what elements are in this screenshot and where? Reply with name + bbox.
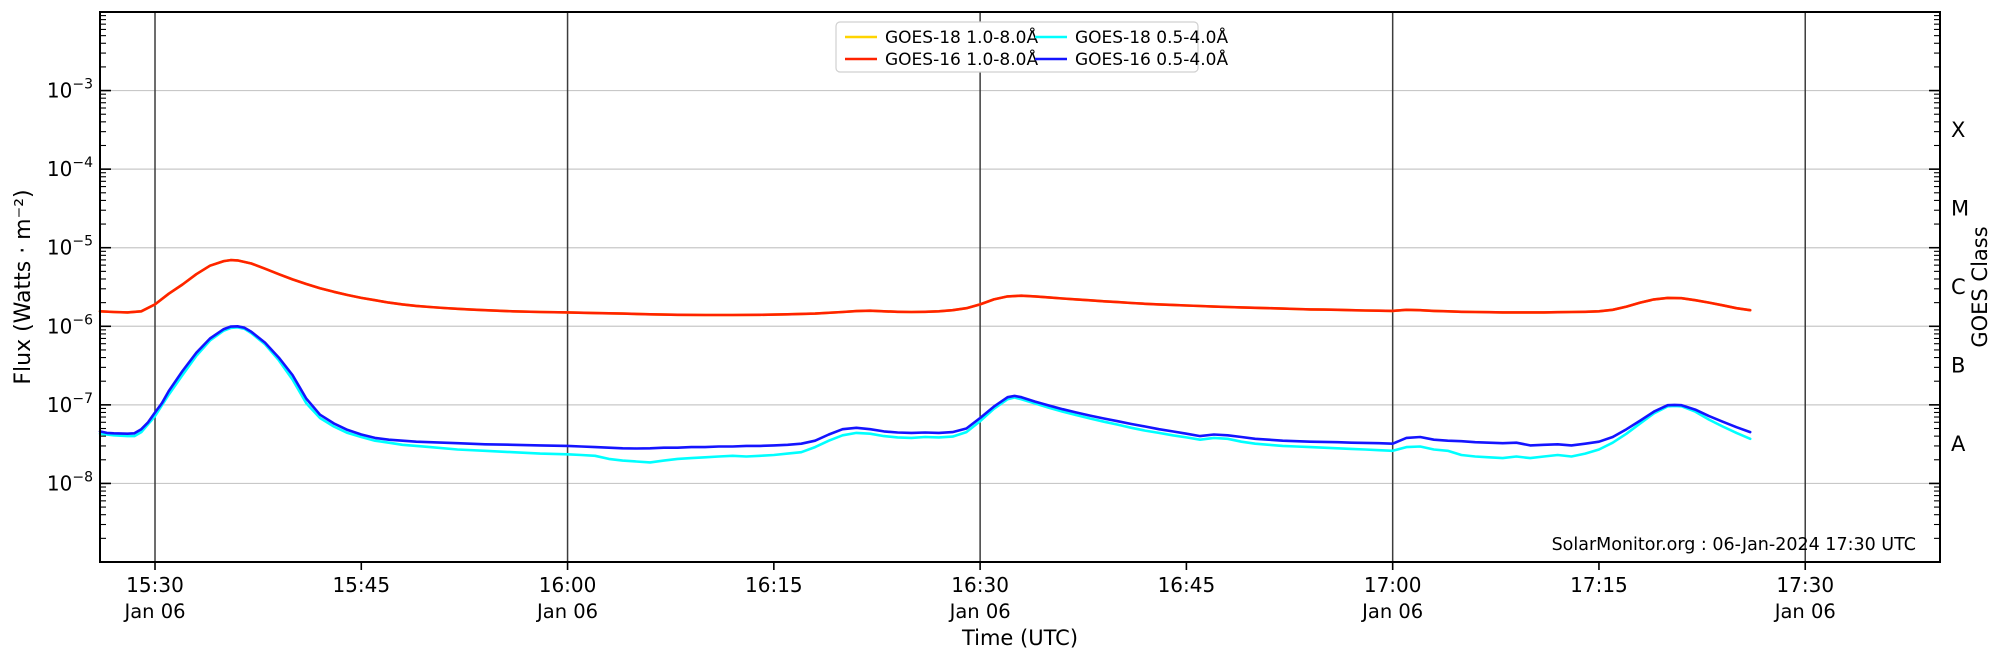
- x-tick-label: 17:30: [1776, 573, 1834, 597]
- legend-box: [835, 21, 1199, 73]
- grid-layer: [100, 89, 1940, 485]
- y-axis-label: Flux (Watts · m⁻²): [11, 189, 36, 384]
- x-tick-date-label: Jan 06: [1773, 600, 1836, 623]
- x-tick-label: 16:45: [1158, 573, 1216, 597]
- series-curve-goes18-long: [98, 258, 1752, 317]
- plot-frame: [99, 11, 1941, 563]
- y-tick-label: 10−4: [47, 155, 93, 181]
- legend-item-label: GOES-16 1.0-8.0Å: [885, 48, 1038, 70]
- legend-item-label: GOES-18 0.5-4.0Å: [1075, 26, 1228, 48]
- y-tick-label: 10−3: [47, 77, 93, 103]
- goes-class-letter: X: [1951, 118, 1965, 142]
- x-tick-label: 15:45: [332, 573, 390, 597]
- legend-item-label: GOES-16 0.5-4.0Å: [1075, 48, 1228, 70]
- y-tick-label: 10−7: [47, 391, 93, 417]
- y-tick-label: 10−5: [47, 234, 93, 260]
- x-tick-label: 15:30: [126, 573, 184, 597]
- series-layer: [98, 258, 1752, 464]
- x-tick-label: 16:15: [745, 573, 803, 597]
- tick-labels-layer: 15:30 Jan 06 15:45 16:00 Jan 06 16:15 16:30 Jan…: [47, 77, 1969, 623]
- ticks-layer: [100, 11, 1940, 570]
- x-tick-label: 16:00: [539, 573, 597, 597]
- x-axis-label: Time (UTC): [961, 626, 1078, 650]
- goes-class-letter: B: [1951, 354, 1965, 378]
- goes-class-letter: A: [1951, 432, 1966, 456]
- y-tick-label: 10−8: [47, 469, 93, 495]
- x-tick-label: 17:00: [1364, 573, 1422, 597]
- legend-item-label: GOES-18 1.0-8.0Å: [885, 26, 1038, 48]
- goes-class-letter: M: [1951, 196, 1969, 220]
- attribution-text: SolarMonitor.org : 06-Jan-2024 17:30 UTC: [1552, 535, 1916, 555]
- x-tick-label: 16:30: [951, 573, 1009, 597]
- series-curve-goes16-short: [98, 325, 1752, 450]
- series-curve-goes18-short: [98, 326, 1752, 464]
- x-tick-date-label: Jan 06: [1360, 600, 1423, 623]
- x-tick-date-label: Jan 06: [948, 600, 1011, 623]
- axes-frame-layer: [99, 11, 1941, 563]
- day-boundary-lines-layer: [154, 12, 1806, 562]
- x-tick-label: 17:15: [1570, 573, 1628, 597]
- goes-class-letter: C: [1951, 275, 1966, 299]
- y-tick-label: 10−6: [47, 312, 93, 338]
- x-tick-date-label: Jan 06: [122, 600, 185, 623]
- right-axis-label: GOES Class: [1968, 226, 1992, 347]
- x-tick-date-label: Jan 06: [535, 600, 598, 623]
- series-curve-goes16-long: [98, 258, 1752, 317]
